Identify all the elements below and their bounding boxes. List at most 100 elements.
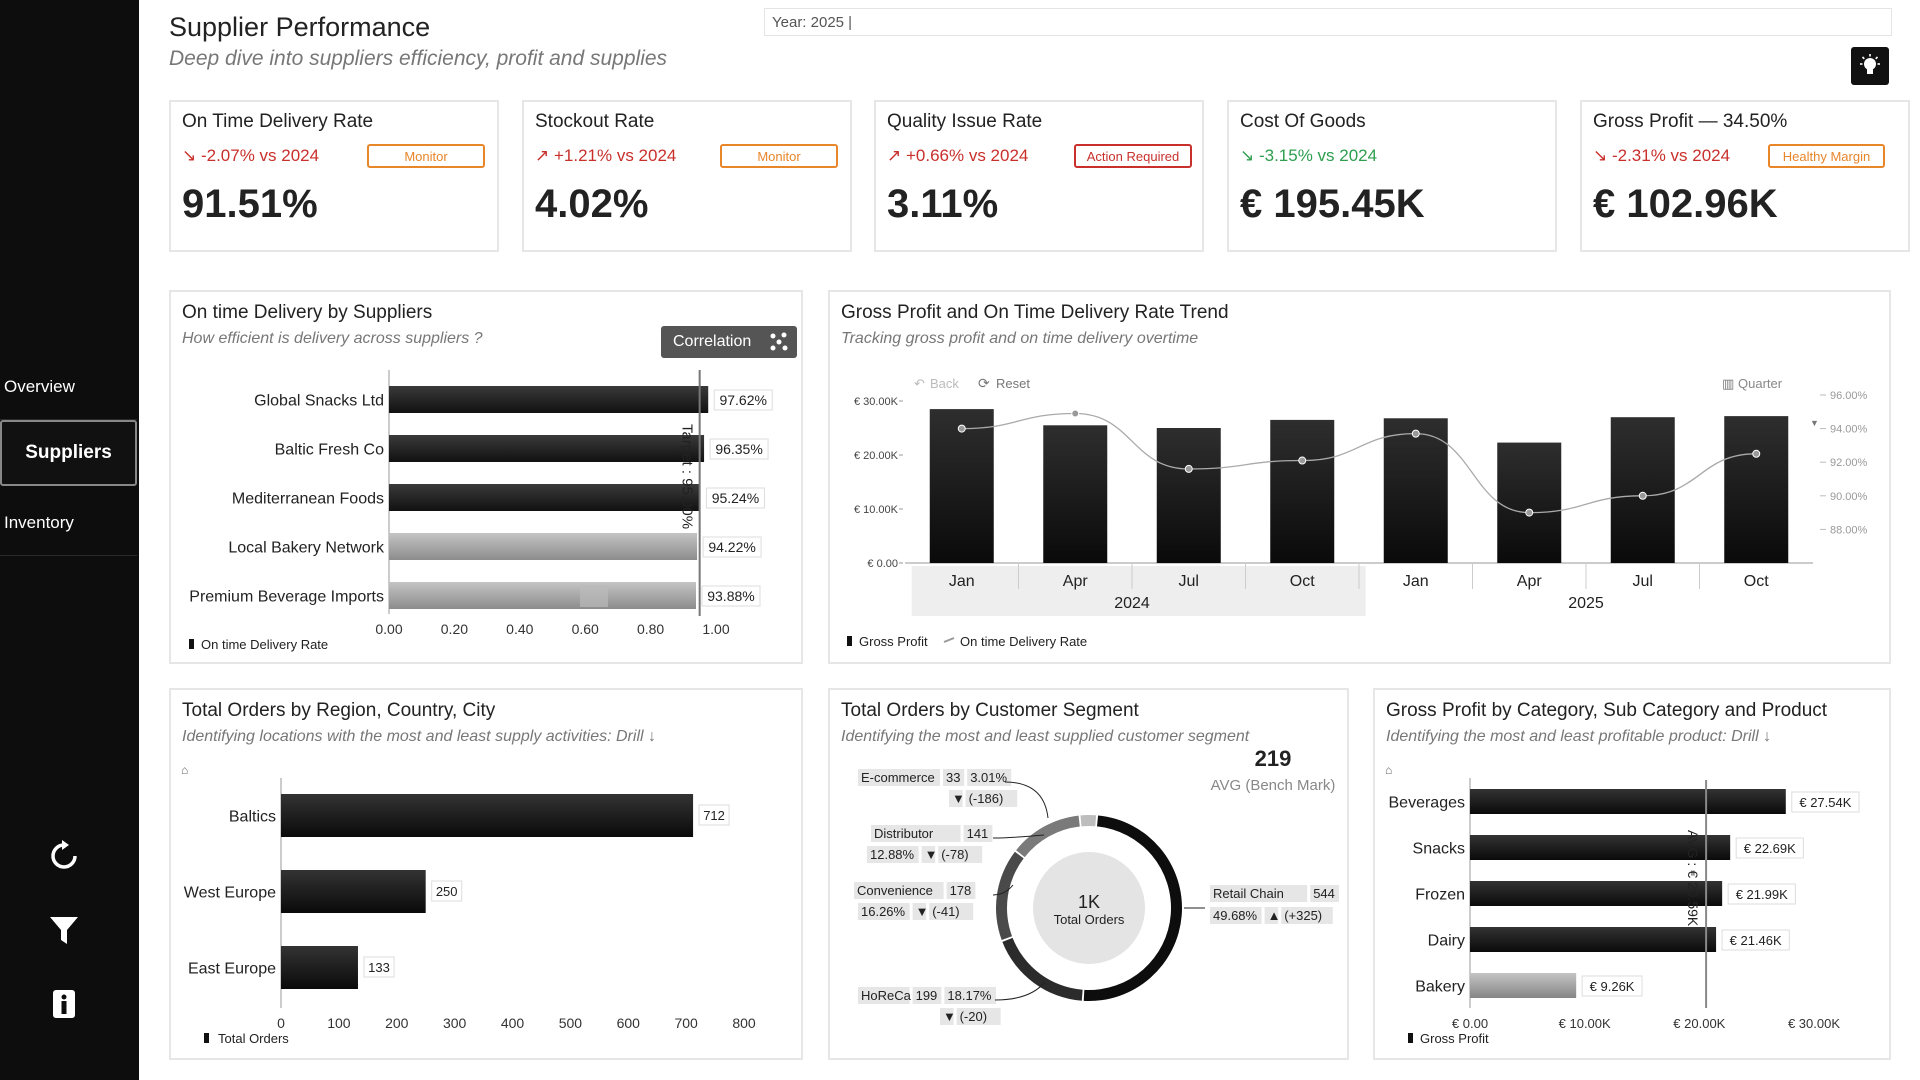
label-box: [963, 825, 993, 842]
scatter-icon: [770, 332, 788, 351]
label-box: [1310, 885, 1339, 902]
x-tick-label: Oct: [1744, 573, 1769, 590]
year-label: 2025: [1568, 595, 1604, 612]
data-label: 94.22%: [708, 539, 755, 555]
segment-label-text: (-41): [932, 904, 959, 919]
bar: [1470, 835, 1731, 860]
visual-subtitle: Identifying the most and least profitabl…: [1386, 728, 1772, 745]
segment-label-text: 544: [1313, 886, 1335, 901]
category-label: Bakery: [1415, 979, 1465, 996]
label-box: [946, 882, 976, 899]
y-tick-label: € 30.00K: [854, 396, 899, 408]
delivery-rate-line: [961, 412, 1757, 514]
status-badge[interactable]: Monitor: [720, 144, 838, 168]
label-box: [938, 846, 983, 863]
info-icon[interactable]: [44, 984, 84, 1024]
segment-label-text: ▼: [943, 1009, 956, 1024]
status-badge[interactable]: Healthy Margin: [1768, 144, 1885, 168]
year-filter-input[interactable]: Year: 2025 |: [764, 8, 1892, 36]
year-band: [911, 566, 1366, 616]
bar: [389, 582, 696, 609]
label-box: [1281, 907, 1333, 924]
bar: [1156, 428, 1221, 563]
x-tick-label: 500: [559, 1015, 583, 1031]
data-label: 93.88%: [707, 588, 754, 604]
segment-label-text: 199: [916, 988, 938, 1003]
segment-label-text: Convenience: [857, 883, 933, 898]
kpi-value: € 102.96K: [1593, 182, 1778, 226]
segment-label-text: 12.88%: [870, 847, 915, 862]
label-box: [858, 903, 910, 920]
data-label-box: [1727, 883, 1796, 905]
status-badge[interactable]: Action Required: [1074, 144, 1192, 168]
label-box: [871, 825, 961, 842]
kpi-card: Gross Profit — 34.50% ↘ -2.31% vs 2024 Hea…: [1580, 100, 1910, 252]
data-label-box: [1791, 791, 1860, 813]
segment-label-text: ▼: [952, 791, 965, 806]
data-label-box: [431, 880, 463, 902]
bench-label: AVG (Bench Mark): [1211, 777, 1336, 794]
segment-label-text: (-186): [969, 791, 1004, 806]
kpi-card: On Time Delivery Rate ↘ -2.07% vs 2024 Mon…: [169, 100, 499, 252]
x-tick-label: € 0.00: [1452, 1016, 1488, 1031]
kpi-value: 4.02%: [535, 182, 649, 226]
y2-tick-label: 96.00%: [1830, 390, 1868, 402]
sidebar-item-inventory[interactable]: Inventory: [0, 490, 137, 556]
data-label: 97.62%: [719, 392, 766, 408]
segment-label-text: 141: [967, 826, 989, 841]
donut-slice: [1002, 937, 1083, 1001]
center-label: Total Orders: [1054, 912, 1125, 927]
label-box: [854, 882, 944, 899]
back-icon: ↶: [914, 376, 925, 391]
bar: [1497, 442, 1562, 563]
x-tick-label: € 20.00K: [1673, 1016, 1725, 1031]
profit-trend-card: Gross Profit and On Time Delivery Rate T…: [828, 290, 1891, 664]
x-tick-label: 0.60: [572, 621, 599, 637]
segment-label-text: ▼: [925, 847, 938, 862]
refresh-icon[interactable]: [44, 836, 84, 876]
delivery-chart-svg: Global Snacks Ltd 97.62% Baltic Fresh Co 96…: [189, 370, 773, 652]
bar: [389, 386, 709, 413]
lightbulb-icon[interactable]: [1851, 47, 1889, 85]
category-label: East Europe: [188, 961, 276, 978]
x-tick-label: 600: [617, 1015, 641, 1031]
line-point: [1638, 491, 1647, 500]
line-point: [1411, 429, 1420, 438]
x-tick-label: Jan: [1403, 573, 1429, 590]
kpi-title: Stockout Rate: [535, 111, 655, 132]
status-badge[interactable]: Monitor: [367, 144, 485, 168]
x-tick-label: Oct: [1290, 573, 1315, 590]
segment-label-text: E-commerce: [861, 770, 935, 785]
data-label: € 27.54K: [1799, 795, 1851, 810]
legend-label: Gross Profit: [859, 634, 928, 649]
sidebar-item-suppliers[interactable]: Suppliers: [0, 420, 137, 486]
filter-icon[interactable]: [44, 910, 84, 950]
x-tick-label: 300: [443, 1015, 467, 1031]
data-label: 95.24%: [712, 490, 759, 506]
donut-slice: [996, 851, 1024, 940]
data-label: € 22.69K: [1744, 841, 1796, 856]
data-label-box: [705, 487, 765, 509]
bar: [281, 946, 358, 989]
kpi-title: Cost Of Goods: [1240, 111, 1366, 132]
label-box: [858, 769, 940, 786]
correlation-button[interactable]: Correlation: [661, 326, 797, 358]
x-tick-label: 0.40: [506, 621, 533, 637]
line-point: [1071, 409, 1080, 418]
segment-label-text: ▼: [916, 904, 929, 919]
sidebar: Overview Suppliers Inventory: [0, 0, 139, 1080]
bar: [1043, 425, 1108, 563]
sidebar-item-overview[interactable]: Overview: [0, 354, 137, 420]
x-tick-label: 200: [385, 1015, 409, 1031]
label-box: [956, 1008, 1001, 1025]
x-tick-label: 1.00: [702, 621, 729, 637]
label-box: [858, 987, 910, 1004]
y2-tick-label: 92.00%: [1830, 457, 1868, 469]
visual-subtitle: Identifying the most and least supplied …: [841, 728, 1250, 745]
label-box: [929, 903, 974, 920]
data-label-box: [1721, 929, 1790, 951]
label-box: [967, 769, 1012, 786]
legend-label: On time Delivery Rate: [960, 634, 1087, 649]
reset-button: Reset: [996, 376, 1030, 391]
kpi-title: On Time Delivery Rate: [182, 111, 374, 132]
